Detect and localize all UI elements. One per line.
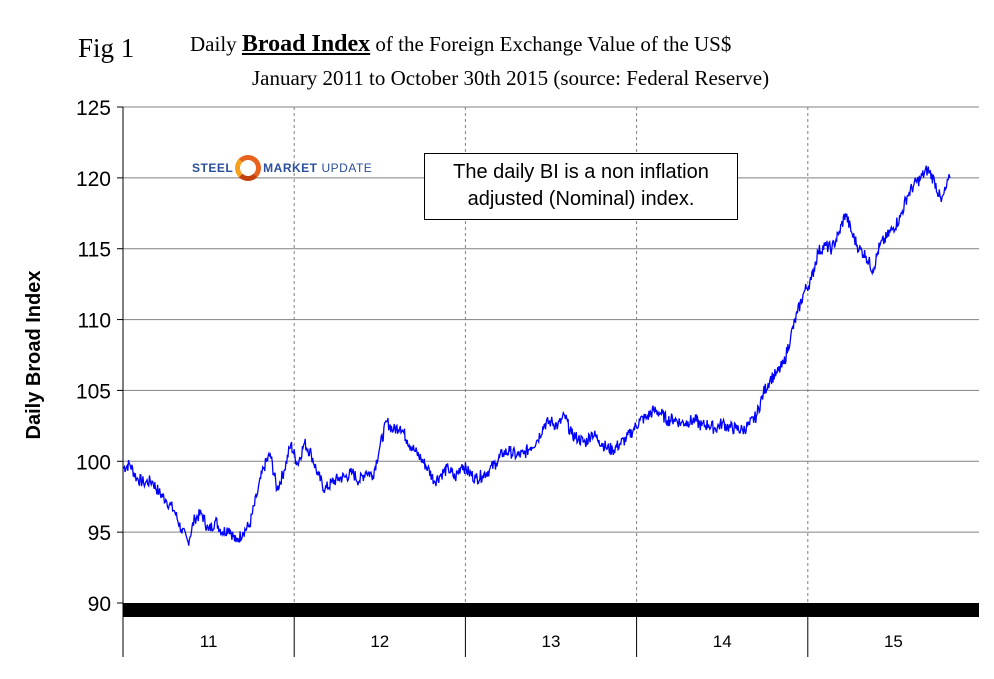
title-suffix: of the Foreign Exchange Value of the US$ xyxy=(375,32,732,56)
x-category-label-13: 13 xyxy=(542,632,561,651)
y-tick-label-100: 100 xyxy=(76,451,111,474)
annotation-line-1: The daily BI is a non inflation xyxy=(453,161,709,183)
logo-ring-icon xyxy=(235,155,262,181)
x-axis-categories: 11 12 13 14 15 xyxy=(200,617,903,657)
y-axis-ticks: 90 95 100 105 110 115 120 125 xyxy=(76,97,123,616)
baseline-band xyxy=(123,603,979,617)
annotation-box: The daily BI is a non inflation adjusted… xyxy=(424,153,738,220)
gridlines xyxy=(123,106,979,603)
logo-text-update: UPDATE xyxy=(321,161,373,175)
chart-title: Daily Broad Index of the Foreign Exchang… xyxy=(190,31,731,58)
y-tick-label-125: 125 xyxy=(76,97,111,120)
title-prefix: Daily xyxy=(190,32,237,56)
y-tick-label-105: 105 xyxy=(76,380,111,403)
y-tick-label-95: 95 xyxy=(88,522,111,545)
logo-text-steel: STEEL xyxy=(192,161,234,175)
y-tick-label-115: 115 xyxy=(78,239,111,262)
series-line-broad-index xyxy=(122,165,951,546)
x-category-label-11: 11 xyxy=(200,632,218,651)
y-axis-label: Daily Broad Index xyxy=(23,271,45,440)
logo-text-market: MARKET xyxy=(263,161,318,175)
chart-subtitle: January 2011 to October 30th 2015 (sourc… xyxy=(252,66,770,90)
x-category-label-15: 15 xyxy=(884,632,903,651)
title-bold-text: Broad Index xyxy=(241,31,371,57)
y-tick-label-110: 110 xyxy=(78,310,111,333)
x-category-label-14: 14 xyxy=(713,632,732,651)
y-tick-label-120: 120 xyxy=(76,168,111,191)
figure-label: Fig 1 xyxy=(78,33,135,63)
x-category-label-12: 12 xyxy=(370,632,389,651)
steel-market-update-logo: STEEL MARKET UPDATE xyxy=(192,155,372,181)
annotation-line-2: adjusted (Nominal) index. xyxy=(467,188,695,210)
y-tick-label-90: 90 xyxy=(88,593,111,616)
